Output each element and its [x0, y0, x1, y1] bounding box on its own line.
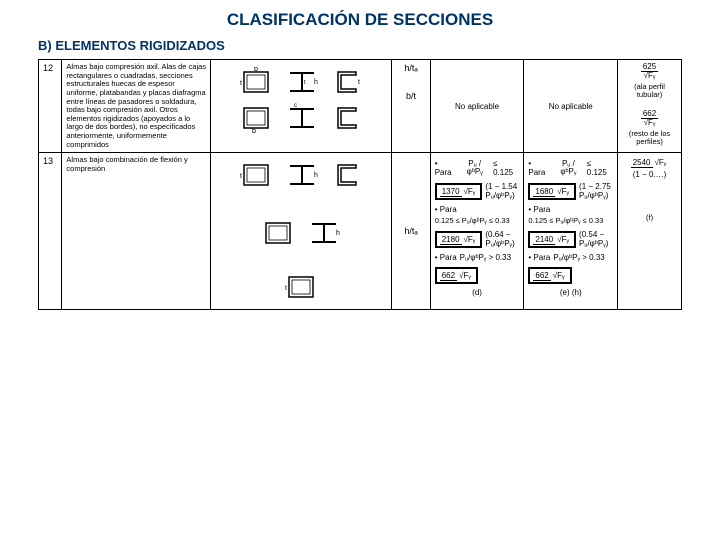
cond-lhs: Pᵤ / φᵇPᵧ [467, 159, 483, 176]
shape-channel-icon: t [330, 67, 364, 97]
boxed-formula: 662√Fᵧ [435, 267, 478, 284]
para-label: • Para [528, 205, 550, 214]
svg-text:t: t [304, 80, 306, 86]
boxed-formula: 1680√Fᵧ [528, 183, 576, 200]
formula-tail: (0.54 − Pᵤ/φᵇPᵧ) [579, 230, 613, 248]
table-row: 12 Almas bajo compresión axil. Alas de c… [39, 60, 682, 153]
row-ratio: h/tₐ b/t [392, 60, 430, 153]
shape-i-section-icon: h t [284, 67, 320, 97]
shape-channel-icon [330, 160, 364, 190]
boxed-formula: 2180√Fᵧ [435, 231, 483, 248]
row-notes: 2540√Fᵧ (1 − 0.…) (f) [618, 153, 682, 310]
num: 662 [440, 271, 457, 281]
ratio-2: b/t [396, 91, 425, 101]
classification-table-wrap: 12 Almas bajo compresión axil. Alas de c… [0, 59, 720, 310]
row-description: Almas bajo combinación de flexión y comp… [62, 153, 211, 310]
svg-text:b: b [254, 67, 258, 73]
row-description: Almas bajo compresión axil. Alas de caja… [62, 60, 211, 153]
footnote-letter: (d) [435, 288, 520, 297]
lambda-r: • Para Pᵤ / φᵇPᵧ ≤ 0.125 1680√Fᵧ (1 − 2.… [524, 153, 618, 310]
den: √Fᵧ [555, 187, 571, 196]
lambda-p: No aplicable [430, 60, 524, 153]
svg-text:t: t [285, 285, 287, 292]
cond-rhs: ≤ 0.125 [587, 159, 613, 177]
num: 2140 [533, 235, 555, 245]
formula-tail: (1 − 1.54 Pᵤ/φᵇPᵧ) [485, 182, 519, 200]
page-title: CLASIFICACIÓN DE SECCIONES [0, 0, 720, 38]
svg-text:t: t [358, 79, 360, 86]
footnote-letter: (e) (h) [528, 288, 613, 297]
section-label: B) ELEMENTOS RIGIDIZADOS [0, 38, 720, 59]
row-number: 13 [39, 153, 62, 310]
svg-text:c: c [294, 103, 297, 109]
svg-text:t: t [240, 173, 242, 180]
num: 662 [533, 271, 550, 281]
cond-lhs: Pᵤ / φᵇPᵧ [560, 159, 576, 176]
svg-text:t: t [240, 80, 242, 87]
formula-tail: (1 − 0.…) [633, 170, 667, 179]
formula-tail: (0.64 − Pᵤ/φᵇPᵧ) [485, 230, 519, 248]
shape-box2-icon: b [238, 103, 274, 133]
para-label: • Para [435, 159, 457, 177]
para-label: • Para [435, 205, 457, 214]
boxed-formula: 662√Fᵧ [528, 267, 571, 284]
num: 2540 [631, 158, 653, 168]
row-shapes: t b h t t b [211, 60, 392, 153]
lambda-p: • Para Pᵤ / φᵇPᵧ ≤ 0.125 1370√Fᵧ (1 − 1.… [430, 153, 524, 310]
boxed-formula: 2140√Fᵧ [528, 231, 576, 248]
num: 2180 [440, 235, 462, 245]
shape-box-icon [260, 218, 296, 248]
svg-text:h: h [336, 230, 340, 237]
row-ratio: h/tₐ [392, 153, 430, 310]
shape-i-section-icon: h [306, 218, 342, 248]
svg-text:h: h [314, 172, 318, 179]
boxed-formula: 1370√Fᵧ [435, 183, 483, 200]
row-notes: 625 √Fᵧ (ala perfil tubular) 662 √Fᵧ (re… [618, 60, 682, 153]
den: √Fᵧ [551, 271, 567, 280]
para-label: • Para [435, 253, 457, 262]
den: √Fᵧ [462, 235, 478, 244]
shape-box-icon: t [238, 160, 274, 190]
cond-rhs: ≤ 0.125 [493, 159, 519, 177]
condition: 0.125 ≤ Pᵤ/φᵇPᵧ ≤ 0.33 [528, 217, 613, 226]
shape-box-icon: t b [238, 67, 274, 97]
fraction: 625 √Fᵧ [641, 63, 658, 80]
svg-text:b: b [252, 128, 256, 133]
svg-text:h: h [314, 79, 318, 86]
shape-channel2-icon [330, 103, 364, 133]
shape-i-section-icon: h [284, 160, 320, 190]
para-label: • Para [528, 253, 550, 262]
den: √Fᵧ [457, 271, 473, 280]
condition: Pᵤ/φᵇPᵧ > 0.33 [460, 253, 511, 262]
note-sub: (resto de los perfiles) [622, 130, 677, 147]
row-number: 12 [39, 60, 62, 153]
shape-i2-icon: c [284, 103, 320, 133]
fraction: 662 √Fᵧ [641, 110, 658, 127]
condition: Pᵤ/φᵇPᵧ > 0.33 [553, 253, 604, 262]
classification-table: 12 Almas bajo compresión axil. Alas de c… [38, 59, 682, 310]
num: 1680 [533, 187, 555, 197]
para-label: • Para [528, 159, 550, 177]
den: √Fᵧ [653, 158, 669, 167]
ratio-1: h/tₐ [396, 63, 425, 73]
frac-den: √Fᵧ [641, 72, 658, 80]
den: √Fᵧ [462, 187, 478, 196]
frac-den: √Fᵧ [641, 119, 658, 127]
den: √Fᵧ [555, 235, 571, 244]
note-sub: (ala perfil tubular) [622, 83, 677, 100]
num: 1370 [440, 187, 462, 197]
row-shapes: t h h [211, 153, 392, 310]
table-row: 13 Almas bajo combinación de flexión y c… [39, 153, 682, 310]
note-sub: (f) [622, 214, 677, 223]
lambda-r: No aplicable [524, 60, 618, 153]
condition: 0.125 ≤ Pᵤ/φᵇPᵧ ≤ 0.33 [435, 217, 520, 226]
formula-tail: (1 − 2.75 Pᵤ/φᵇPᵧ) [579, 182, 613, 200]
shape-box-icon: t [283, 272, 319, 302]
